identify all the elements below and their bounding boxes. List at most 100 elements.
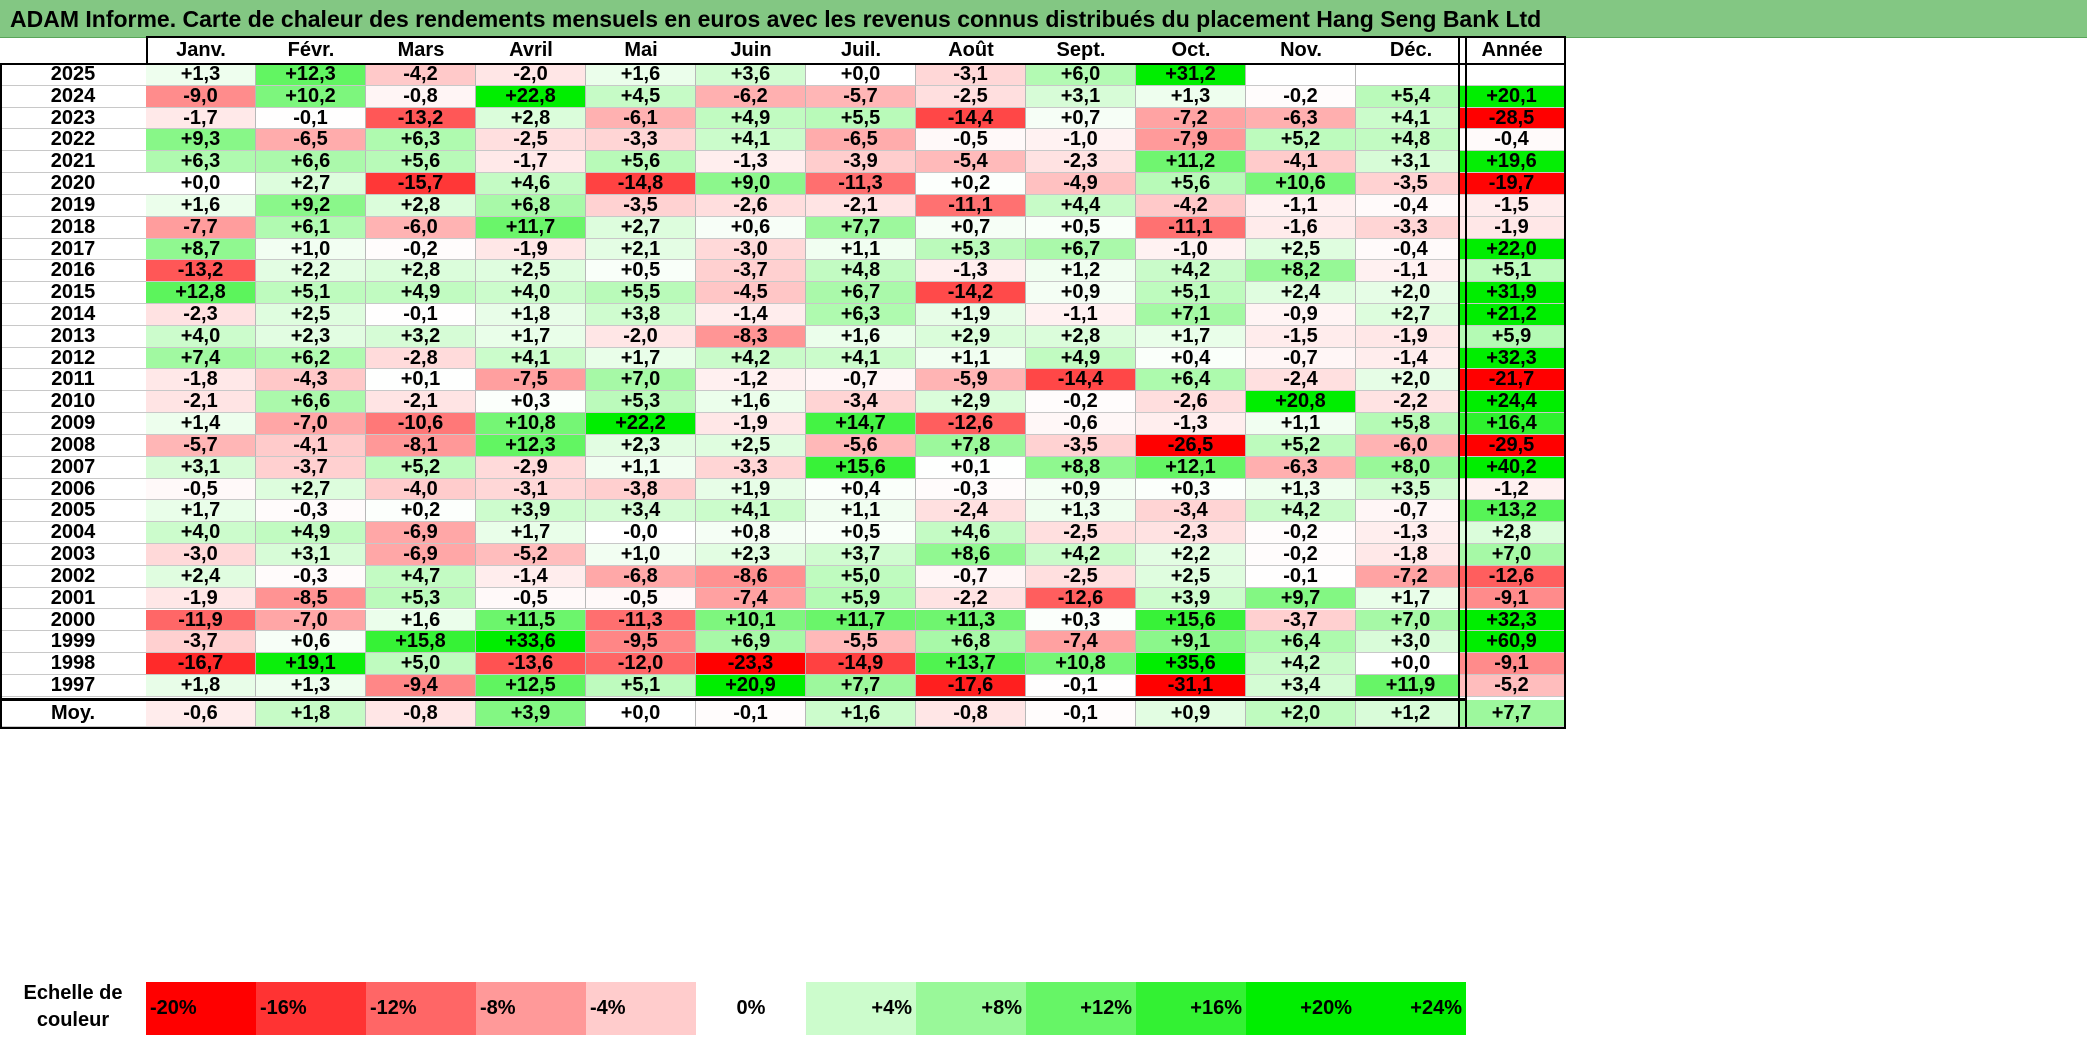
heatmap-cell: -12,0: [586, 652, 696, 675]
row-year-label: 2013: [0, 325, 146, 348]
heatmap-cell: +4,6: [476, 172, 586, 195]
annual-cell: -1,2: [1458, 478, 1566, 501]
heatmap-cell: +0,5: [1026, 216, 1136, 239]
heatmap-cell: -4,5: [696, 281, 806, 304]
row-year-label: 2011: [0, 369, 146, 392]
heatmap-cell: -0,7: [1246, 347, 1356, 370]
heatmap-cell: -1,7: [476, 150, 586, 174]
heatmap-cell: -13,2: [146, 260, 256, 283]
heatmap-cell: -11,3: [586, 609, 696, 632]
heatmap-cell: +1,7: [476, 325, 586, 348]
row-year-label: 2017: [0, 238, 146, 261]
heatmap-cell: +4,9: [366, 281, 476, 304]
annual-cell: +19,6: [1458, 150, 1566, 174]
heatmap-cell: +1,4: [146, 412, 256, 435]
heatmap-cell: -2,5: [916, 85, 1026, 108]
heatmap-cell: +6,4: [1136, 369, 1246, 392]
heatmap-cell: +2,8: [1026, 325, 1136, 348]
row-year-label: 2023: [0, 107, 146, 130]
heatmap-cell: -0,0: [586, 521, 696, 545]
heatmap-cell: +5,4: [1356, 85, 1466, 108]
heatmap-cell: +8,2: [1246, 260, 1356, 283]
annual-cell: +5,1: [1458, 260, 1566, 283]
heatmap-cell: -0,1: [256, 107, 366, 130]
heatmap-cell: +1,9: [916, 303, 1026, 326]
row-year-label: 2004: [0, 521, 146, 545]
heatmap-cell: -8,5: [256, 587, 366, 610]
heatmap-cell: -0,7: [1356, 500, 1466, 523]
heatmap-cell: +15,6: [1136, 609, 1246, 632]
heatmap-cell: -16,7: [146, 652, 256, 675]
heatmap-cell: +0,1: [366, 369, 476, 392]
heatmap-cell: -12,6: [916, 412, 1026, 435]
heatmap-cell: +1,7: [1136, 325, 1246, 348]
heatmap-cell: -1,4: [476, 565, 586, 588]
heatmap-cell: -7,9: [1136, 129, 1246, 152]
average-cell: +2,0: [1246, 700, 1356, 727]
annual-cell: -29,5: [1458, 434, 1566, 457]
column-header: Mai: [624, 39, 658, 61]
column-header: Nov.: [1280, 39, 1322, 61]
heatmap-cell: +6,4: [1246, 630, 1356, 654]
heatmap-cell: +1,6: [806, 325, 916, 348]
heatmap-cell: +3,1: [146, 456, 256, 479]
heatmap-cell: -14,9: [806, 652, 916, 675]
heatmap-cell: +4,9: [696, 107, 806, 130]
column-header: Janv.: [176, 39, 226, 61]
heatmap-cell: +9,7: [1246, 587, 1356, 610]
average-row-label: Moy.: [0, 700, 146, 727]
row-year-label: 1997: [0, 674, 146, 697]
heatmap-cell: +4,1: [806, 347, 916, 370]
heatmap-cell: -3,7: [696, 260, 806, 283]
heatmap-cell: +0,0: [806, 63, 916, 86]
heatmap-cell: +0,5: [806, 521, 916, 545]
heatmap-cell: +0,6: [696, 216, 806, 239]
row-year-label: 2024: [0, 85, 146, 108]
heatmap-cell: +5,6: [586, 150, 696, 174]
heatmap-cell: +0,6: [256, 630, 366, 654]
average-cell: +3,9: [476, 700, 586, 727]
heatmap-cell: +12,3: [476, 434, 586, 457]
heatmap-cell: -3,0: [146, 543, 256, 566]
heatmap-cell: -8,6: [696, 565, 806, 588]
heatmap-cell: -17,6: [916, 674, 1026, 697]
heatmap-cell: +3,1: [256, 543, 366, 566]
annual-cell: -0,4: [1458, 129, 1566, 152]
heatmap-cell: +5,2: [1246, 129, 1356, 152]
heatmap-cell: +2,8: [366, 260, 476, 283]
row-year-label: 2014: [0, 303, 146, 326]
heatmap-cell: +2,8: [476, 107, 586, 130]
row-year-label: 2015: [0, 281, 146, 304]
heatmap-cell: +6,6: [256, 150, 366, 174]
heatmap-cell: -6,3: [1246, 107, 1356, 130]
heatmap-cell: +11,3: [916, 609, 1026, 632]
heatmap-cell: +1,1: [806, 500, 916, 523]
heatmap-cell: +2,3: [586, 434, 696, 457]
heatmap-cell: +0,2: [916, 172, 1026, 195]
row-year-label: 2012: [0, 347, 146, 370]
heatmap-cell: +5,0: [806, 565, 916, 588]
heatmap-cell: +6,3: [806, 303, 916, 326]
heatmap-cell: -1,2: [696, 369, 806, 392]
heatmap-cell: -0,5: [916, 129, 1026, 152]
heatmap-cell: -1,3: [916, 260, 1026, 283]
heatmap-cell: +2,7: [586, 216, 696, 239]
average-cell: -0,8: [366, 700, 476, 727]
heatmap-cell: +0,7: [916, 216, 1026, 239]
heatmap-cell: +5,3: [916, 238, 1026, 261]
heatmap-cell: -11,3: [806, 172, 916, 195]
color-scale-stop: -20%: [146, 982, 256, 1035]
heatmap-cell: +0,0: [1356, 652, 1466, 675]
heatmap-cell: -2,5: [1026, 521, 1136, 545]
heatmap-cell: +10,1: [696, 609, 806, 632]
heatmap-cell: +0,9: [1026, 478, 1136, 501]
annual-cell: +24,4: [1458, 390, 1566, 414]
heatmap-cell: -6,5: [256, 129, 366, 152]
heatmap-cell: +20,9: [696, 674, 806, 697]
heatmap-cell: +1,6: [146, 194, 256, 217]
heatmap-cell: -14,4: [916, 107, 1026, 130]
heatmap-cell: -1,0: [1136, 238, 1246, 261]
heatmap-cell: -0,7: [806, 369, 916, 392]
heatmap-cell: -31,1: [1136, 674, 1246, 697]
heatmap-cell: -2,6: [696, 194, 806, 217]
